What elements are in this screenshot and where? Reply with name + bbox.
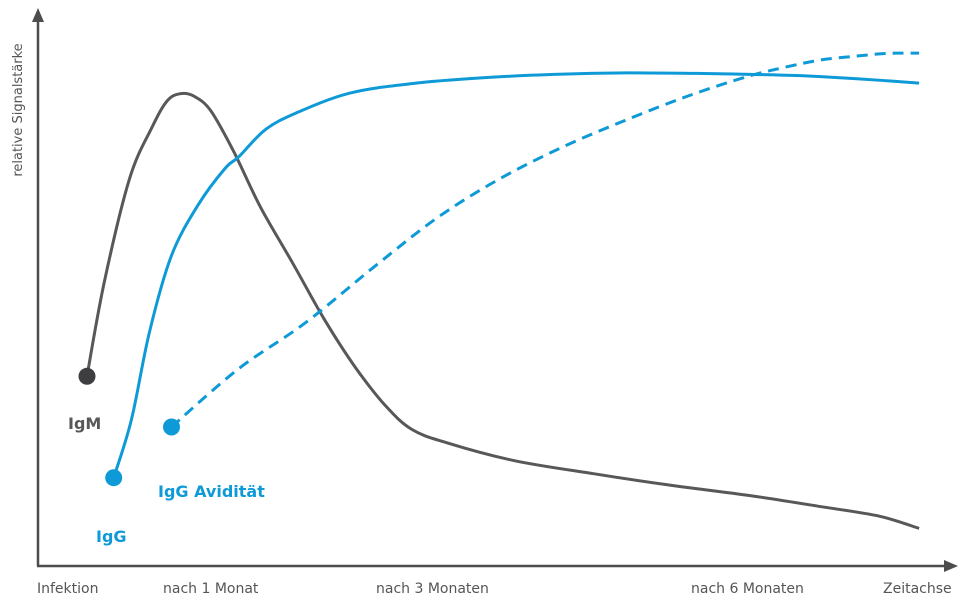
series-label-igg-avidity: IgG Avidität [158, 482, 265, 501]
series-label-igg: IgG [96, 527, 127, 546]
x-tick-label: nach 6 Monaten [691, 581, 804, 597]
series-start-point-igm [79, 368, 96, 385]
series-line-igm [87, 93, 919, 528]
x-tick-label: nach 1 Monat [163, 581, 259, 597]
series-line-igg-avidit-t [172, 53, 920, 427]
y-axis-arrow [32, 8, 44, 22]
x-axis-arrow [944, 560, 958, 572]
series-line-igg [114, 73, 919, 478]
series-layer [79, 53, 920, 528]
x-tick-label: Infektion [37, 581, 98, 597]
series-label-igm: IgM [68, 414, 101, 433]
series-start-point-igg [105, 469, 122, 486]
y-axis-label: relative Signalstärke [11, 43, 26, 176]
x-axis-label: Zeitachse [883, 581, 952, 597]
x-tick-label: nach 3 Monaten [376, 581, 489, 597]
series-start-point-igg-avidit-t [163, 419, 180, 436]
